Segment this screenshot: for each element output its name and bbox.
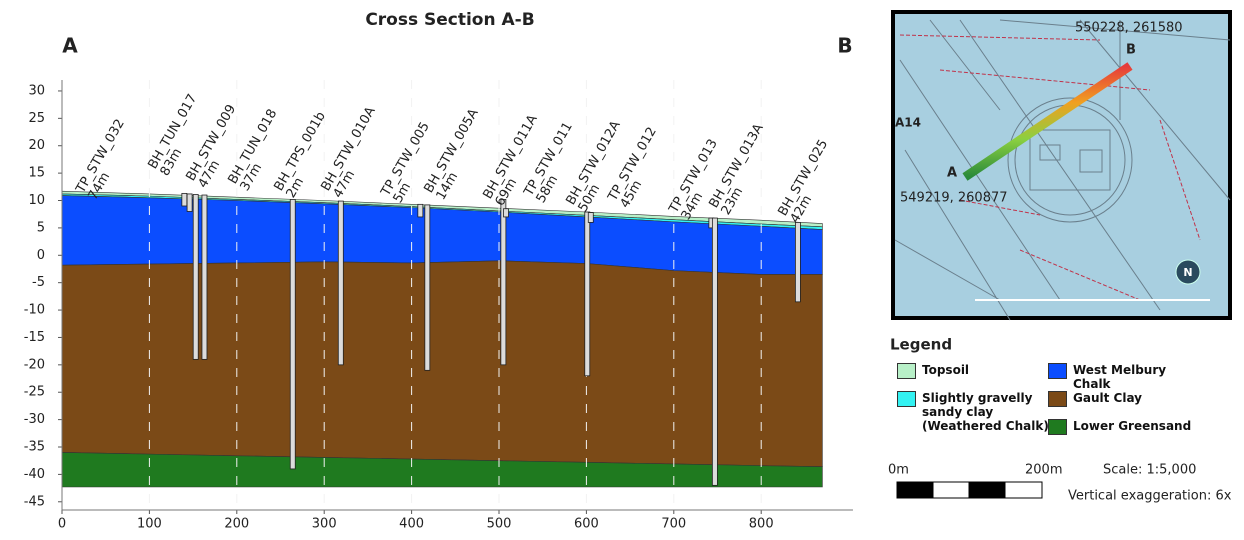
borehole [712,218,717,485]
borehole [193,194,198,359]
y-tick-label: 0 [37,248,45,263]
borehole [588,213,593,223]
y-tick-label: -30 [24,412,45,427]
vertical-exaggeration: Vertical exaggeration: 6x [1068,489,1232,504]
x-tick-label: 600 [574,517,599,532]
x-tick-label: 800 [749,517,774,532]
y-tick-label: 10 [28,193,45,208]
y-tick-label: 30 [28,83,45,98]
borehole [503,209,508,217]
scale-bar [897,482,1042,498]
x-tick-label: 300 [312,517,337,532]
y-tick-label: -45 [24,494,45,509]
legend-swatch [897,391,916,407]
section-end: B [837,34,852,58]
scale-label: 0m [888,463,909,478]
chart: Cross Section A-B A B N 550228, 261580 B… [0,0,1244,540]
y-tick-label: -35 [24,440,45,455]
y-tick-label: -10 [24,303,45,318]
legend-swatch [1048,391,1067,407]
borehole [501,199,506,364]
y-tick-label: -40 [24,467,45,482]
scale-ratio: Scale: 1:5,000 [1103,463,1196,478]
x-tick-label: 100 [137,517,162,532]
y-tick-label: -5 [32,275,45,290]
y-tick-label: 15 [28,166,45,181]
scale-label: 200m [1025,463,1062,478]
y-tick-label: 25 [28,111,45,126]
map-coord: 550228, 261580 [1075,21,1183,36]
borehole [425,205,430,370]
legend-swatch [1048,363,1067,379]
map-label: A [947,166,957,181]
borehole [795,222,800,301]
borehole [418,204,423,217]
north-label: N [1183,266,1192,279]
page: {"chart_data": { "type": "section", "tit… [0,0,1244,540]
y-tick-label: -20 [24,357,45,372]
layer [62,261,822,467]
map-coord: 549219, 260877 [900,191,1008,206]
legend-title: Legend [890,336,952,354]
borehole [290,199,295,469]
legend-label: Gault Clay [1073,391,1203,405]
borehole [585,212,590,376]
x-tick-label: 500 [487,517,512,532]
chart-title: Cross Section A-B [365,10,534,30]
y-tick-label: -25 [24,385,45,400]
borehole [182,193,187,206]
x-tick-label: 400 [399,517,424,532]
y-tick-label: 20 [28,138,45,153]
legend-label: Slightly gravelly sandy clay (Weathered … [922,391,1052,433]
legend-label: Lower Greensand [1073,419,1203,433]
borehole [338,201,343,365]
legend-swatch [897,363,916,379]
y-tick-label: -15 [24,330,45,345]
borehole [202,195,207,359]
x-tick-label: 200 [224,517,249,532]
borehole [187,194,192,212]
inset-map: N 550228, 261580 B A14 A 549219, 260877 [893,12,1230,320]
legend-label: West Melbury Chalk [1073,363,1203,391]
y-tick-label: 5 [37,220,45,235]
legend-swatch [1048,419,1067,435]
map-label: A14 [895,116,921,130]
x-tick-label: 700 [661,517,686,532]
map-label: B [1126,43,1136,58]
legend-label: Topsoil [922,363,1052,377]
x-tick-label: 0 [58,517,66,532]
section-end: A [62,34,78,58]
